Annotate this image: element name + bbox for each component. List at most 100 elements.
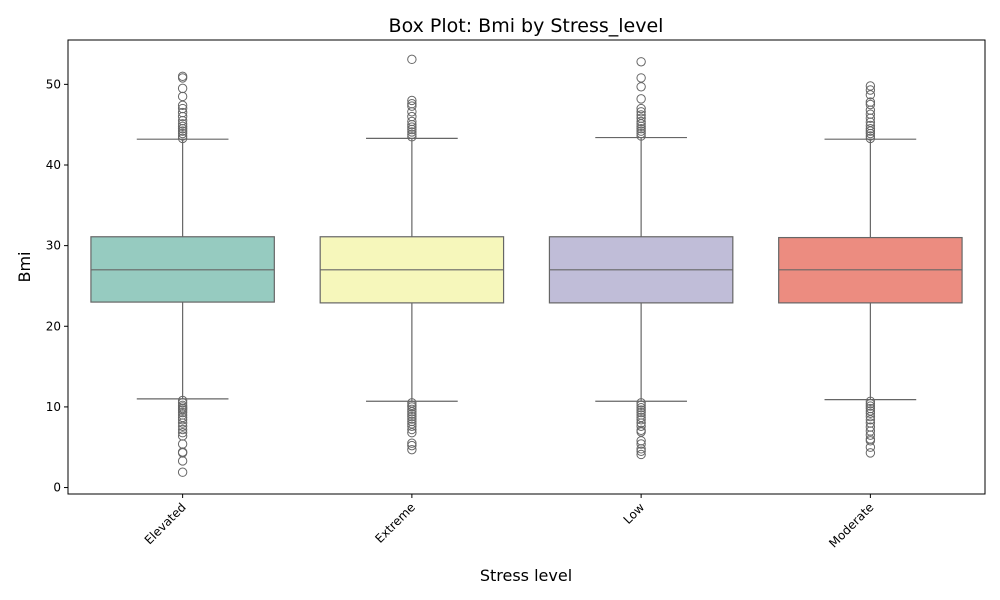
outlier-point <box>865 401 876 411</box>
outlier-point <box>636 124 646 134</box>
outlier-point <box>865 85 876 95</box>
y-tick-label: 10 <box>46 400 61 414</box>
outlier-point <box>636 131 646 141</box>
outlier-point <box>636 126 646 136</box>
y-axis-title: Bmi <box>15 251 34 282</box>
outlier-point <box>636 446 646 456</box>
outlier-point <box>407 111 417 122</box>
outlier-point <box>636 400 646 410</box>
outlier-point <box>407 99 417 109</box>
outlier-point <box>177 71 188 81</box>
y-tick-label: 30 <box>46 239 61 253</box>
x-axis: Elevated Extreme Low Moderate <box>142 494 876 550</box>
x-tick-label: Extreme <box>372 500 418 546</box>
chart-title: Box Plot: Bmi by Stress_level <box>389 15 664 37</box>
outlier-point <box>177 405 188 415</box>
outlier-point <box>865 411 876 422</box>
outlier-point <box>407 404 417 415</box>
outlier-point <box>865 396 876 406</box>
y-tick-label: 40 <box>46 158 61 172</box>
outlier-point <box>407 132 417 142</box>
outlier-point <box>636 116 646 127</box>
outlier-point <box>407 428 417 438</box>
outlier-point <box>407 440 417 451</box>
outlier-point <box>407 95 417 106</box>
outlier-point <box>177 133 188 144</box>
outlier-point <box>407 116 417 127</box>
outlier-point <box>407 411 417 422</box>
outlier-point <box>865 398 876 409</box>
plot-frame <box>67 39 986 495</box>
box-group-elevated <box>90 71 275 477</box>
x-tick-label: Moderate <box>826 500 876 550</box>
outlier-point <box>407 409 417 419</box>
outlier-point <box>636 107 646 117</box>
outlier-point <box>177 421 188 431</box>
box-group-moderate <box>778 81 963 458</box>
outlier-point <box>865 97 876 107</box>
outlier-point <box>865 448 876 458</box>
outlier-point <box>177 467 188 477</box>
outlier-point <box>407 402 417 412</box>
outlier-point <box>865 415 876 425</box>
plot-area <box>90 54 963 477</box>
outlier-point <box>177 83 188 94</box>
outlier-point <box>865 408 876 419</box>
outlier-point <box>177 415 188 425</box>
outlier-point <box>636 405 646 415</box>
outlier-point <box>407 54 417 65</box>
outlier-point <box>177 119 188 129</box>
outlier-point <box>407 421 417 431</box>
outlier-point <box>636 398 646 408</box>
outlier-point <box>636 57 646 67</box>
outlier-point <box>636 113 646 123</box>
outlier-point <box>636 82 646 92</box>
outlier-point <box>636 444 646 454</box>
outlier-point <box>177 128 188 139</box>
outlier-point <box>636 403 646 413</box>
outlier-point <box>636 128 646 139</box>
outlier-point <box>177 407 188 418</box>
outlier-point <box>177 428 188 438</box>
outlier-point <box>407 122 417 132</box>
outlier-point <box>407 101 417 111</box>
outlier-point <box>407 414 417 424</box>
outlier-point <box>177 121 188 131</box>
outlier-point <box>177 439 188 449</box>
outlier-point <box>177 424 188 435</box>
outlier-point <box>177 131 188 141</box>
outlier-point <box>636 415 646 425</box>
outlier-point <box>407 127 417 137</box>
x-axis-title: Stress level <box>480 566 572 585</box>
outlier-point <box>177 456 188 466</box>
y-tick-label: 20 <box>46 319 61 333</box>
outlier-point <box>636 449 646 460</box>
outlier-point <box>636 421 646 431</box>
outlier-point <box>865 109 876 119</box>
outlier-point <box>177 398 188 408</box>
y-tick-label: 0 <box>53 481 61 495</box>
outlier-point <box>865 133 876 144</box>
outlier-point <box>636 103 646 114</box>
outlier-point <box>865 81 876 91</box>
outlier-point <box>865 99 876 110</box>
outlier-point <box>865 436 876 446</box>
outlier-point <box>636 110 646 120</box>
outlier-point <box>865 124 876 134</box>
outlier-point <box>407 444 417 455</box>
outlier-point <box>636 73 646 83</box>
outlier-point <box>177 103 188 114</box>
outlier-point <box>177 126 188 136</box>
outlier-point <box>177 107 188 118</box>
outlier-point <box>636 439 646 449</box>
box-group-low <box>548 57 734 460</box>
outlier-point <box>865 120 876 131</box>
x-tick-label: Low <box>621 500 648 527</box>
outlier-point <box>177 91 188 102</box>
outlier-point <box>407 424 417 435</box>
y-tick-label: 50 <box>46 77 61 91</box>
outlier-point <box>407 129 417 140</box>
box-group-extreme <box>319 54 505 455</box>
y-axis: 0 10 20 30 40 50 <box>46 77 68 495</box>
